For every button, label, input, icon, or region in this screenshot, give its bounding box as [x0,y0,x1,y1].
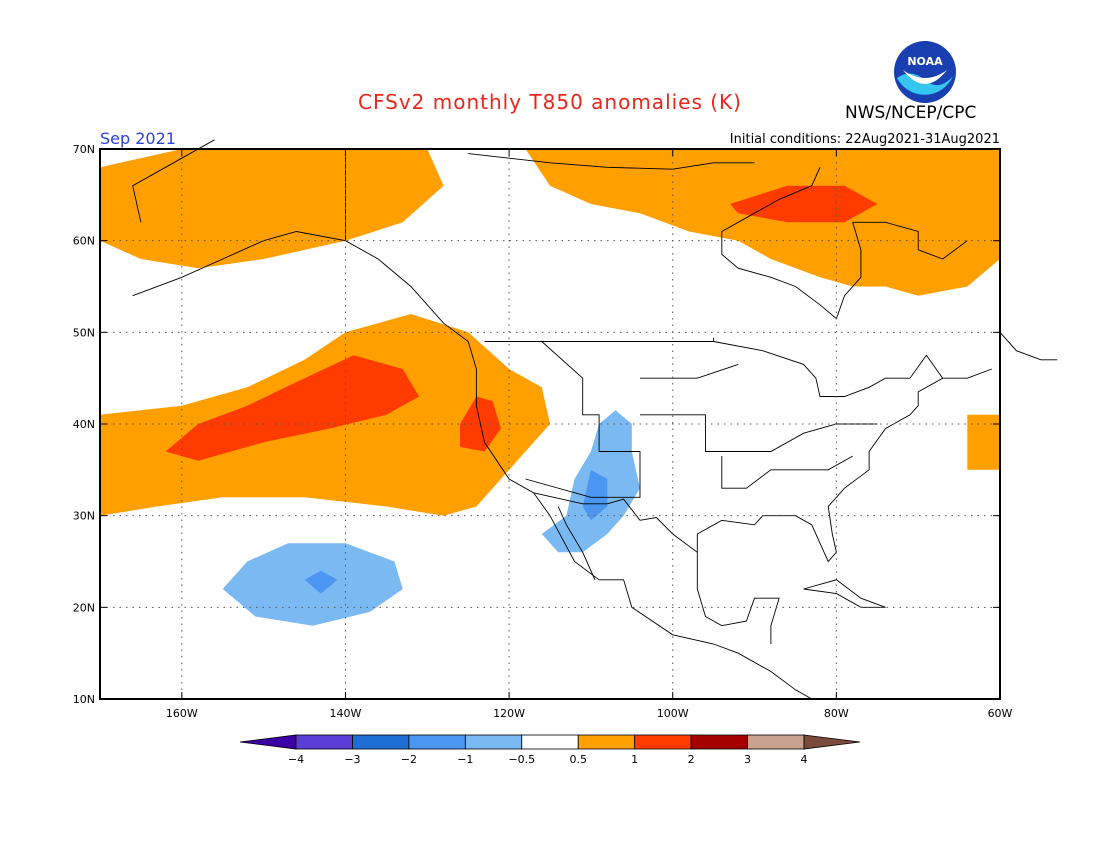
forecast-month-label: Sep 2021 [100,129,176,148]
colorbar-label: 3 [744,753,751,766]
anomaly-region-alaska-warm [100,149,444,269]
colorbar-segment [634,734,692,750]
lon-tick-label: 140W [330,707,362,720]
colorbar-segment [464,734,523,750]
colorbar-segment [352,734,410,750]
lat-tick-label: 30N [73,510,95,523]
colorbar-segment [295,734,353,750]
lat-tick-label: 20N [73,601,95,614]
colorbar-segment [747,734,805,750]
lon-tick-label: 160W [166,707,198,720]
lat-tick-label: 50N [73,326,95,339]
anomaly-region-pacific-warm-strong [165,355,420,461]
lat-tick-label: 70N [73,143,95,156]
colorbar-label: 0.5 [569,753,587,766]
colorbar-segment [690,734,748,750]
lon-tick-label: 80W [824,707,849,720]
anomaly-region-hudson-warm-strong [730,185,878,223]
anomaly-region-subtropical-pacific-cool-strong [304,570,338,594]
colorbar-arrow-low [239,734,297,750]
lat-tick-label: 60N [73,235,95,248]
colorbar-label: 2 [688,753,695,766]
lon-tick-label: 100W [657,707,689,720]
colorbar-label: −0.5 [508,753,535,766]
organization-label: NWS/NCEP/CPC [845,103,977,123]
anomaly-fills [100,149,1000,626]
colorbar-label: −4 [288,753,304,766]
graticule [100,149,1000,699]
noaa-logo-text: NOAA [907,55,943,68]
chart-title: CFSv2 monthly T850 anomalies (K) [358,90,742,114]
anomaly-region-atlantic-warm [967,414,1000,470]
colorbar-label: −3 [344,753,360,766]
colorbar-label: 4 [801,753,808,766]
colorbar-segment [577,734,636,750]
colorbar-segment [521,734,579,750]
colorbar-arrow-high [803,734,861,750]
noaa-logo: NOAA [894,41,956,103]
colorbar: −4 −3 −2 −1 −0.5 0.5 1 2 3 4 [239,734,861,766]
lon-tick-label: 120W [493,707,525,720]
colorbar-segment [408,734,466,750]
colorbar-label: −2 [401,753,417,766]
lat-tick-label: 40N [73,418,95,431]
lon-tick-label: 60W [988,707,1013,720]
coastlines [132,139,1058,700]
anomaly-region-canada-arctic-warm [525,149,1000,296]
initial-conditions-label: Initial conditions: 22Aug2021-31Aug2021 [729,132,1000,147]
axis-ticks: 70N 60N 50N 40N 30N 20N 10N 160W 140W 120W 100W 80W… [73,143,1013,720]
colorbar-label: −1 [457,753,473,766]
colorbar-label: 1 [631,753,638,766]
anomaly-region-southwest-cool-strong [582,469,608,521]
lat-tick-label: 10N [73,693,95,706]
